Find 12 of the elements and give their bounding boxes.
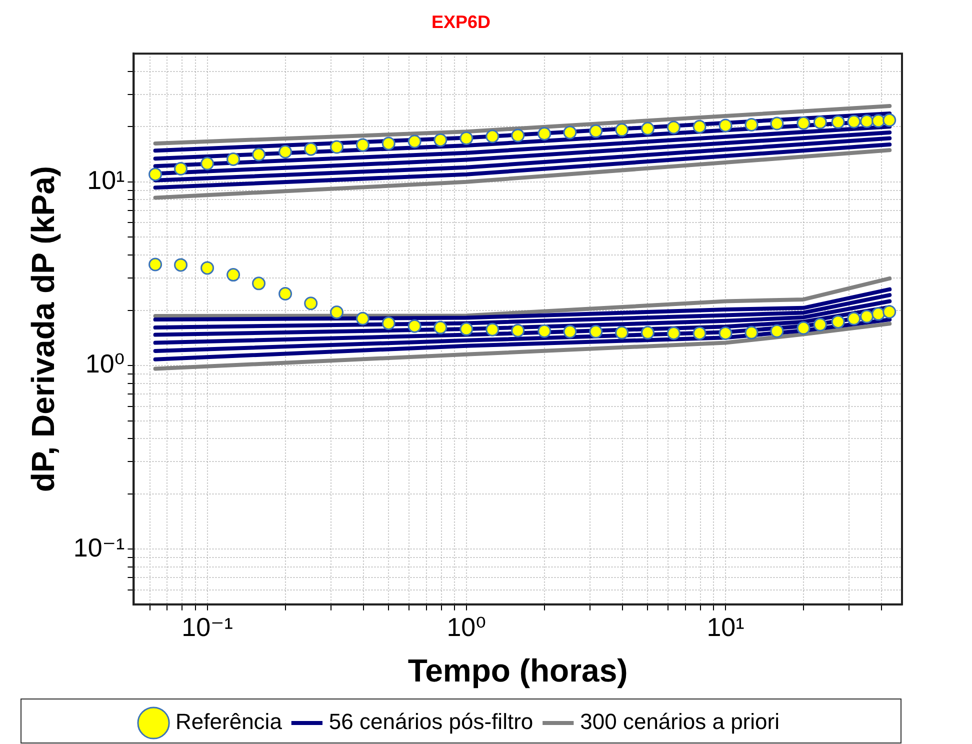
y-axis-title: dP, Derivada dP (kPa) [25, 166, 62, 492]
x-axis-title: Tempo (horas) [408, 652, 628, 689]
legend-label: 56 cenários pós-filtro [328, 709, 534, 734]
legend-label: 300 cenários a priori [580, 709, 780, 734]
y-tick-label: 10¹ [87, 165, 126, 196]
legend-label: Referência [176, 709, 283, 734]
y-tick-label: 10⁻¹ [73, 532, 126, 562]
chart-title: EXP6D [431, 12, 491, 32]
x-tick-label: 10⁻¹ [182, 612, 234, 642]
x-tick-label: 10⁰ [446, 612, 486, 642]
x-tick-label: 10¹ [706, 612, 745, 642]
y-tick-label: 10⁰ [85, 348, 125, 379]
